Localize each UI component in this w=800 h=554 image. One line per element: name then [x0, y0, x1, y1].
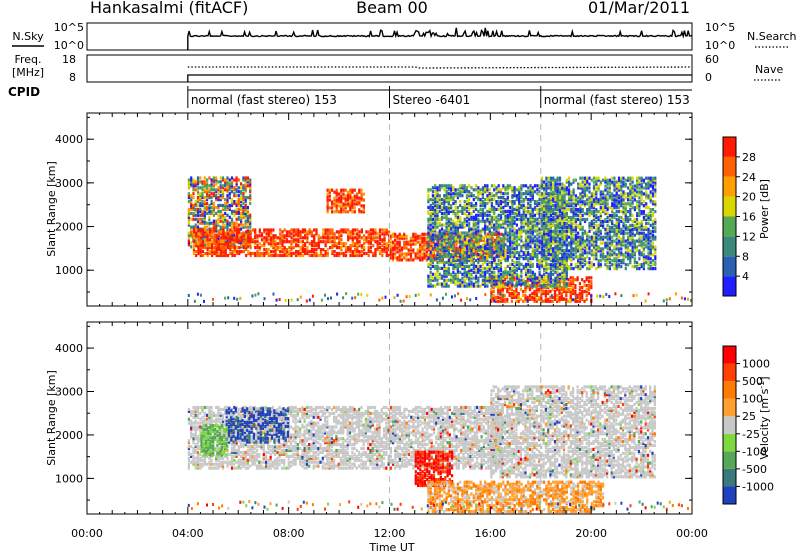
power-panel: 1000 2000 3000 4000 Slant Range [km] 4 8 12 16…	[45, 112, 771, 307]
y-tick-label: 2000	[55, 221, 83, 234]
nave-label: Nave	[755, 63, 783, 76]
noise-panel: N.Sky 10^5 10^0 10^5 10^0 N.Search	[12, 21, 797, 52]
y-tick-label: 2000	[55, 429, 83, 442]
colorbar-tick-label: -25	[742, 428, 760, 441]
date-title: 01/Mar/2011	[588, 0, 690, 17]
freq-label-line2: [MHz]	[12, 66, 44, 79]
freq-tick-bottom: 8	[69, 71, 76, 84]
colorbar-swatch	[723, 196, 736, 217]
heatmap-region	[192, 228, 391, 258]
colorbar-tick-label: 8	[742, 250, 749, 263]
colorbar-swatch	[723, 433, 736, 452]
y-tick-label: 4000	[55, 133, 83, 146]
colorbar-tick-label: 24	[742, 171, 756, 184]
colorbar-swatch	[723, 256, 736, 277]
freq-series	[187, 66, 693, 69]
x-tick-label: 00:00	[71, 527, 103, 540]
colorbar-swatch	[723, 486, 736, 504]
colorbar-swatch	[723, 451, 736, 469]
freq-label-line1: Freq.	[14, 53, 41, 66]
x-tick-label: 12:00	[374, 527, 406, 540]
power-ylabel: Slant Range [km]	[45, 161, 58, 257]
nave-tick-top: 60	[705, 53, 719, 66]
colorbar-swatch	[723, 363, 736, 382]
colorbar-swatch	[723, 236, 736, 257]
beam-title: Beam 00	[356, 0, 428, 17]
colorbar-tick-label: 500	[742, 375, 763, 388]
heatmap-region	[540, 176, 657, 271]
x-tick-label: 04:00	[172, 527, 204, 540]
colorbar-tick-label: 20	[742, 191, 756, 204]
colorbar-tick-label: -100	[742, 445, 767, 458]
colorbar-tick-label: 16	[742, 211, 756, 224]
y-tick-label: 4000	[55, 342, 83, 355]
freq-panel-frame	[86, 54, 693, 83]
y-tick-label: 1000	[55, 264, 83, 277]
colorbar-swatch	[723, 346, 736, 364]
noise-right-tick-bottom: 10^0	[705, 39, 735, 52]
colorbar-tick-label: 100	[742, 393, 763, 406]
velocity-panel: 1000 2000 3000 4000 Slant Range [km] 1000 50…	[45, 321, 774, 515]
cpid-segment-label: normal (fast stereo) 153	[191, 93, 337, 107]
colorbar-tick-label: 28	[742, 151, 756, 164]
x-axis: 00:00 04:00 08:00 12:00 16:00 20:00 00:00	[71, 527, 708, 540]
station-title: Hankasalmi (fitACF)	[90, 0, 248, 17]
noise-left-label: N.Sky	[12, 30, 44, 43]
near-range-echoes	[187, 500, 689, 511]
colorbar-swatch	[723, 137, 736, 157]
heatmap-region	[490, 385, 656, 479]
velocity-colorbar-label: Velocity [m s-1]	[757, 376, 772, 459]
noise-left-tick-bottom: 10^0	[54, 39, 84, 52]
colorbar-swatch	[723, 276, 736, 296]
near-range-echoes	[187, 292, 692, 303]
colorbar-tick-label: 25	[742, 410, 756, 423]
x-tick-label: 20:00	[575, 527, 607, 540]
y-tick-label: 3000	[55, 386, 83, 399]
cpid-label: CPID	[8, 85, 40, 99]
noise-left-tick-top: 10^5	[54, 21, 84, 34]
y-tick-label: 3000	[55, 177, 83, 190]
noise-panel-frame	[86, 22, 693, 51]
colorbar-swatch	[723, 398, 736, 417]
colorbar-tick-label: -1000	[742, 480, 774, 493]
colorbar-tick-label: 12	[742, 230, 756, 243]
heatmap-region	[427, 480, 605, 514]
noise-right-tick-top: 10^5	[705, 21, 735, 34]
heatmap-region	[200, 424, 228, 457]
velocity-ylabel: Slant Range [km]	[45, 370, 58, 466]
colorbar-swatch	[723, 156, 736, 177]
colorbar-frame	[722, 345, 737, 505]
heatmap-region	[326, 188, 365, 214]
colorbar-swatch	[723, 216, 736, 237]
colorbar-swatch	[723, 416, 736, 434]
nave-tick-bottom: 0	[705, 71, 712, 84]
colorbar-tick-label: 4	[742, 270, 749, 283]
heatmap-region	[225, 407, 290, 444]
colorbar-swatch	[723, 468, 736, 487]
freq-panel: Freq. [MHz] 18 8 60 0 Nave	[12, 53, 784, 84]
noise-sky-series	[187, 27, 693, 50]
cpid-row: CPID normal (fast stereo) 153 Stereo -640…	[8, 85, 692, 108]
noise-right-label: N.Search	[747, 30, 797, 43]
power-colorbar-label: Power [dB]	[758, 179, 771, 239]
x-axis-label: Time UT	[368, 541, 414, 554]
colorbar-tick-label: -500	[742, 463, 767, 476]
freq-tick-top: 18	[62, 53, 76, 66]
x-tick-label: 08:00	[273, 527, 305, 540]
nave-series	[187, 74, 692, 82]
colorbar-tick-label: 1000	[742, 358, 770, 371]
x-tick-label: 00:00	[676, 527, 708, 540]
y-tick-label: 1000	[55, 472, 83, 485]
cpid-segment-label: normal (fast stereo) 153	[544, 93, 690, 107]
cpid-segment-label: Stereo -6401	[393, 93, 471, 107]
colorbar-swatch	[723, 176, 736, 197]
colorbar-swatch	[723, 381, 736, 399]
x-tick-label: 16:00	[474, 527, 506, 540]
